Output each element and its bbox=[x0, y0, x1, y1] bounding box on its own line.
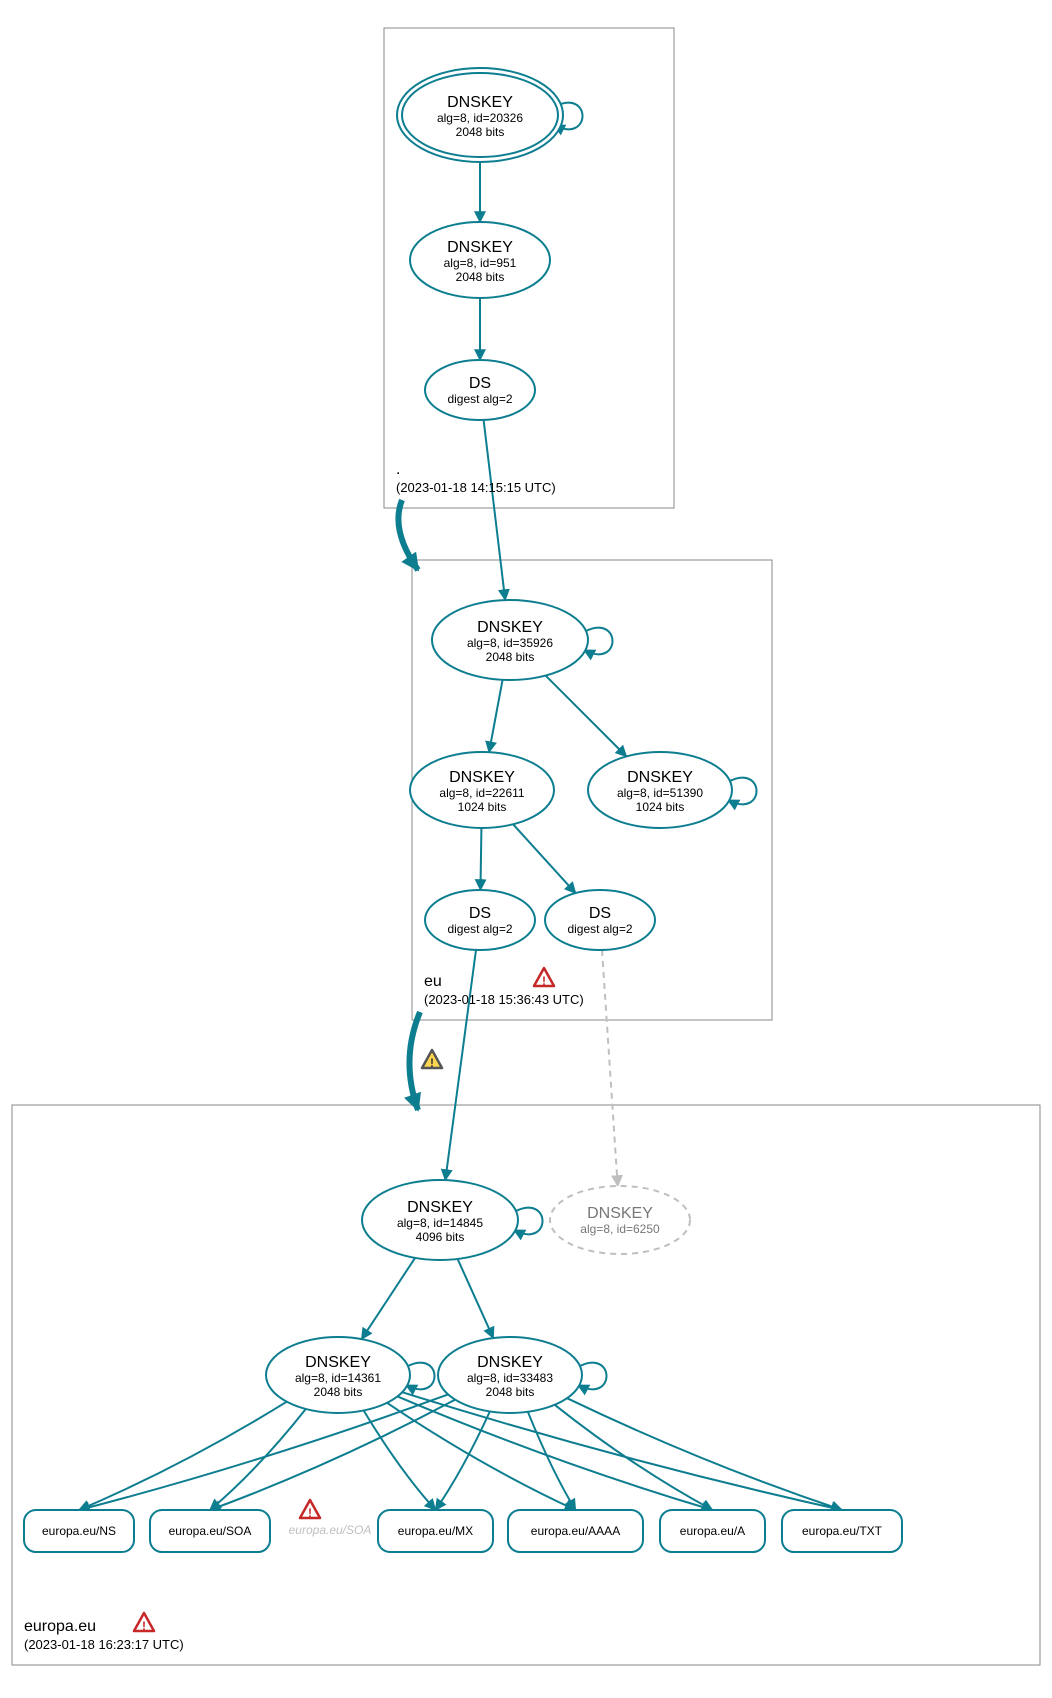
node-root_ksk-title: DNSKEY bbox=[447, 94, 513, 111]
warn-soa: ! bbox=[300, 1500, 320, 1520]
rrset-rr_mx: europa.eu/MX bbox=[378, 1510, 493, 1552]
edge-eu_zsk1-eu_ds2 bbox=[513, 824, 575, 893]
node-eu_zsk1: DNSKEYalg=8, id=226111024 bits bbox=[410, 752, 554, 828]
node-root_zsk-line2: alg=8, id=951 bbox=[444, 256, 517, 270]
edge-eu_ksk-eu_zsk2 bbox=[546, 676, 627, 757]
zone-time-europa: (2023-01-18 16:23:17 UTC) bbox=[24, 1637, 184, 1652]
edge-eur_zsk1-rr_mx bbox=[364, 1411, 436, 1510]
node-eur_zsk2-line3: 2048 bits bbox=[486, 1385, 535, 1399]
node-eur_zsk2-line2: alg=8, id=33483 bbox=[467, 1371, 553, 1385]
node-eu_ksk-line2: alg=8, id=35926 bbox=[467, 636, 553, 650]
node-eur_ksk: DNSKEYalg=8, id=148454096 bits bbox=[362, 1180, 518, 1260]
node-eu_ds2: DSdigest alg=2 bbox=[545, 890, 655, 950]
rrset-rr_soa-label: europa.eu/SOA bbox=[169, 1524, 252, 1538]
zone-time-root: (2023-01-18 14:15:15 UTC) bbox=[396, 480, 556, 495]
edge-root_ds-eu_ksk bbox=[484, 420, 506, 600]
rrset-rr_mx-label: europa.eu/MX bbox=[398, 1524, 473, 1538]
node-eu_ds1: DSdigest alg=2 bbox=[425, 890, 535, 950]
svg-text:!: ! bbox=[142, 1619, 146, 1633]
node-eur_zsk1-line3: 2048 bits bbox=[314, 1385, 363, 1399]
zone-label-root: . bbox=[396, 461, 400, 478]
node-root_ds: DSdigest alg=2 bbox=[425, 360, 535, 420]
edge-eur_zsk2-rr_soa bbox=[210, 1400, 455, 1510]
svg-text:!: ! bbox=[308, 1506, 312, 1520]
node-eu_ksk: DNSKEYalg=8, id=359262048 bits bbox=[432, 600, 588, 680]
node-eu_zsk2: DNSKEYalg=8, id=513901024 bits bbox=[588, 752, 732, 828]
node-eu_ksk-line3: 2048 bits bbox=[486, 650, 535, 664]
node-root_zsk-title: DNSKEY bbox=[447, 239, 513, 256]
rrset-rr_a-label: europa.eu/A bbox=[680, 1524, 745, 1538]
node-eur_zsk1-line2: alg=8, id=14361 bbox=[295, 1371, 381, 1385]
delegation-arrow-1 bbox=[409, 1012, 420, 1110]
edge-eur_ksk-eur_zsk1 bbox=[362, 1258, 415, 1339]
rrset-rr_soa: europa.eu/SOA bbox=[150, 1510, 270, 1552]
rrset-rr_ns-label: europa.eu/NS bbox=[42, 1524, 116, 1538]
node-eu_ksk-title: DNSKEY bbox=[477, 619, 543, 636]
node-root_ksk-line2: alg=8, id=20326 bbox=[437, 111, 523, 125]
edge-eur_zsk1-rr_txt bbox=[402, 1392, 842, 1510]
rrset-rr_aaaa-label: europa.eu/AAAA bbox=[531, 1524, 620, 1538]
node-root_ds-title: DS bbox=[469, 375, 491, 392]
node-eur_ghost-line2: alg=8, id=6250 bbox=[580, 1222, 660, 1236]
node-eu_zsk2-line3: 1024 bits bbox=[636, 800, 685, 814]
node-root_zsk-line3: 2048 bits bbox=[456, 270, 505, 284]
node-eu_zsk1-line3: 1024 bits bbox=[458, 800, 507, 814]
rrset-rr_ns: europa.eu/NS bbox=[24, 1510, 134, 1552]
node-eu_zsk1-line2: alg=8, id=22611 bbox=[439, 786, 525, 800]
rrset-rr_aaaa: europa.eu/AAAA bbox=[508, 1510, 643, 1552]
node-eur_zsk1: DNSKEYalg=8, id=143612048 bits bbox=[266, 1337, 410, 1413]
node-eu_ds1-title: DS bbox=[469, 905, 491, 922]
node-root_zsk: DNSKEYalg=8, id=9512048 bits bbox=[410, 222, 550, 298]
node-eur_ghost: DNSKEYalg=8, id=6250 bbox=[550, 1186, 690, 1254]
node-eur_zsk1-title: DNSKEY bbox=[305, 1354, 371, 1371]
node-eu_zsk2-title: DNSKEY bbox=[627, 769, 693, 786]
svg-text:!: ! bbox=[430, 1056, 434, 1070]
edge-eu_ds1-eur_ksk bbox=[445, 950, 476, 1180]
node-eur_ksk-line3: 4096 bits bbox=[416, 1230, 465, 1244]
node-eur_zsk2-title: DNSKEY bbox=[477, 1354, 543, 1371]
node-eu_ds2-title: DS bbox=[589, 905, 611, 922]
node-root_ksk: DNSKEYalg=8, id=203262048 bits bbox=[397, 68, 563, 162]
edge-eu_ds2-eur_ghost bbox=[602, 950, 618, 1186]
rrset-rr_a: europa.eu/A bbox=[660, 1510, 765, 1552]
node-eu_ds1-line2: digest alg=2 bbox=[447, 922, 512, 936]
rrset-rr_txt-label: europa.eu/TXT bbox=[802, 1524, 883, 1538]
edge-eur_zsk1-rr_a bbox=[397, 1396, 712, 1510]
node-eu_zsk1-title: DNSKEY bbox=[449, 769, 515, 786]
node-root_ksk-line3: 2048 bits bbox=[456, 125, 505, 139]
node-eur_ksk-title: DNSKEY bbox=[407, 1199, 473, 1216]
zone-warn-europa: ! bbox=[134, 1613, 154, 1633]
edge-eu_ksk-eu_zsk1 bbox=[489, 680, 503, 752]
node-eur_ksk-line2: alg=8, id=14845 bbox=[397, 1216, 483, 1230]
edge-eur_zsk2-rr_txt bbox=[567, 1398, 842, 1510]
svg-text:!: ! bbox=[542, 974, 546, 988]
ghost-soa-label: europa.eu/SOA bbox=[289, 1523, 372, 1537]
edge-eur_ksk-eur_zsk2 bbox=[458, 1259, 494, 1338]
rrset-rr_txt: europa.eu/TXT bbox=[782, 1510, 902, 1552]
edge-eu_zsk1-eu_ds1 bbox=[480, 828, 481, 890]
zone-time-eu: (2023-01-18 15:36:43 UTC) bbox=[424, 992, 584, 1007]
delegation-warn-1: ! bbox=[422, 1050, 442, 1070]
zone-label-eu: eu bbox=[424, 973, 442, 990]
node-eu_zsk2-line2: alg=8, id=51390 bbox=[617, 786, 703, 800]
dnssec-diagram: !DNSKEYalg=8, id=203262048 bitsDNSKEYalg… bbox=[0, 0, 1052, 1698]
edge-eur_zsk2-rr_aaaa bbox=[528, 1412, 576, 1510]
zone-label-europa: europa.eu bbox=[24, 1618, 96, 1635]
node-eur_zsk2: DNSKEYalg=8, id=334832048 bits bbox=[438, 1337, 582, 1413]
edge-eur_zsk2-rr_a bbox=[555, 1405, 713, 1510]
node-root_ds-line2: digest alg=2 bbox=[447, 392, 512, 406]
zone-warn-eu: ! bbox=[534, 968, 554, 988]
edge-eur_zsk1-rr_ns bbox=[79, 1402, 287, 1510]
node-eur_ghost-title: DNSKEY bbox=[587, 1205, 653, 1222]
node-eu_ds2-line2: digest alg=2 bbox=[567, 922, 632, 936]
edge-eur_zsk2-rr_ns bbox=[79, 1394, 448, 1510]
